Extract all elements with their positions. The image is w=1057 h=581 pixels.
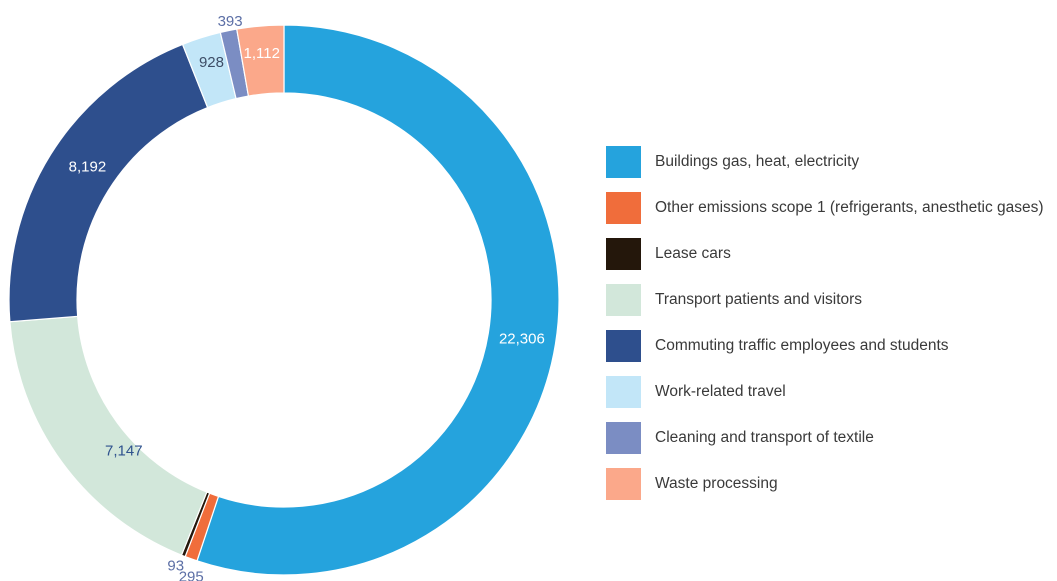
legend-item: Cleaning and transport of textile xyxy=(606,422,1044,454)
legend-swatch xyxy=(606,422,641,454)
legend-item: Waste processing xyxy=(606,468,1044,500)
legend-swatch xyxy=(606,238,641,270)
legend-label: Work-related travel xyxy=(655,383,786,400)
slice-label-5: 928 xyxy=(199,54,224,71)
legend-swatch xyxy=(606,376,641,408)
legend-label: Waste processing xyxy=(655,475,778,492)
slice-label-4: 8,192 xyxy=(69,159,107,176)
legend-label: Transport patients and visitors xyxy=(655,291,863,308)
legend-swatch xyxy=(606,468,641,500)
legend-item: Other emissions scope 1 (refrigerants, a… xyxy=(606,192,1044,224)
slices xyxy=(8,24,560,576)
slice-3 xyxy=(9,315,208,556)
legend-item: Transport patients and visitors xyxy=(606,284,1044,316)
slice-label-3: 7,147 xyxy=(105,443,143,460)
slice-label-6: 393 xyxy=(218,13,243,30)
legend-label: Cleaning and transport of textile xyxy=(655,429,874,446)
slice-label-1: 295 xyxy=(179,569,204,581)
legend-swatch xyxy=(606,192,641,224)
legend-label: Commuting traffic employees and students xyxy=(655,337,949,354)
slice-label-2: 93 xyxy=(167,558,184,575)
legend-label: Lease cars xyxy=(655,245,731,262)
slice-4 xyxy=(8,43,209,323)
legend-swatch xyxy=(606,284,641,316)
legend-swatch xyxy=(606,146,641,178)
legend-swatch xyxy=(606,330,641,362)
legend-label: Other emissions scope 1 (refrigerants, a… xyxy=(655,199,1044,216)
slice-label-7: 1,112 xyxy=(244,45,280,62)
legend-item: Lease cars xyxy=(606,238,1044,270)
legend-item: Commuting traffic employees and students xyxy=(606,330,1044,362)
slice-7 xyxy=(236,24,285,97)
legend-item: Work-related travel xyxy=(606,376,1044,408)
slice-label-0: 22,306 xyxy=(499,331,545,348)
slice-0 xyxy=(196,24,560,576)
legend-item: Buildings gas, heat, electricity xyxy=(606,146,1044,178)
legend-label: Buildings gas, heat, electricity xyxy=(655,153,860,170)
chart-legend: Buildings gas, heat, electricity Other em… xyxy=(606,146,1044,514)
